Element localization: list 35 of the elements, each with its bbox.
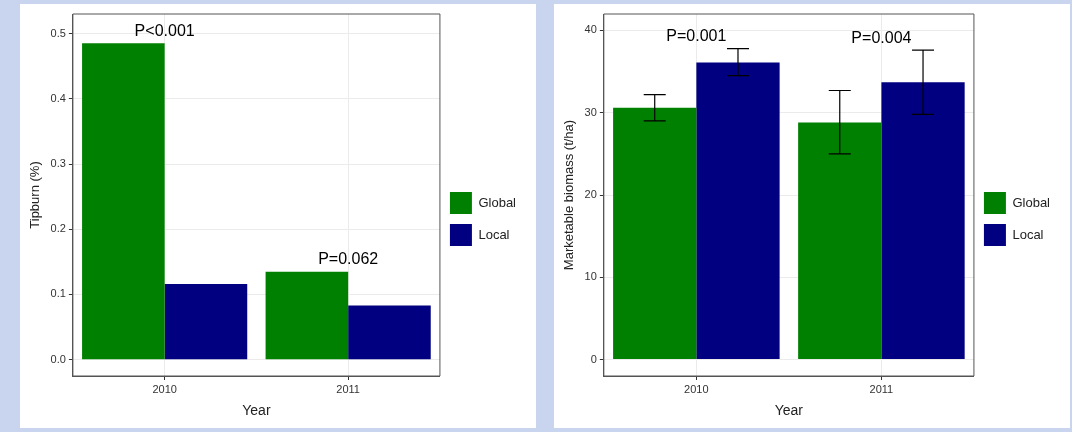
y-tick-label: 0.2 <box>50 222 66 235</box>
y-tick-label: 0.4 <box>50 91 66 104</box>
y-tick-label: 0.5 <box>50 26 66 39</box>
annotation: P=0.062 <box>318 250 379 268</box>
bar <box>696 62 780 360</box>
x-tick-label: 2010 <box>152 382 177 395</box>
annotation: P=0.001 <box>666 26 727 44</box>
y-tick-label: 0 <box>590 352 597 365</box>
x-tick-label: 2011 <box>869 382 894 395</box>
x-axis-title: Year <box>774 402 804 419</box>
bar <box>164 284 248 360</box>
legend-label: Global <box>1012 194 1051 210</box>
y-axis-title: Tipburn (%) <box>27 161 43 229</box>
y-tick-label: 0.1 <box>50 287 66 300</box>
bar <box>798 122 882 360</box>
x-tick-label: 2011 <box>336 382 360 395</box>
y-axis-title: Marketable biomass (t/ha) <box>561 119 577 271</box>
bar <box>613 107 697 360</box>
bar <box>265 271 349 360</box>
annotation: P<0.001 <box>134 21 195 39</box>
legend-label: Global <box>478 194 517 210</box>
x-tick-label: 2010 <box>684 382 709 395</box>
annotation: P=0.004 <box>851 28 912 46</box>
legend-label: Local <box>478 226 510 242</box>
bar <box>82 43 165 360</box>
bar <box>881 82 965 360</box>
y-tick-label: 40 <box>584 23 597 36</box>
y-tick-label: 20 <box>584 188 597 201</box>
y-tick-label: 0.3 <box>50 157 66 170</box>
legend-label: Local <box>1012 226 1044 242</box>
y-tick-label: 10 <box>584 270 597 283</box>
y-tick-label: 0.0 <box>50 352 66 365</box>
bar <box>348 305 431 360</box>
x-axis-title: Year <box>242 402 271 419</box>
y-tick-label: 30 <box>584 105 597 118</box>
